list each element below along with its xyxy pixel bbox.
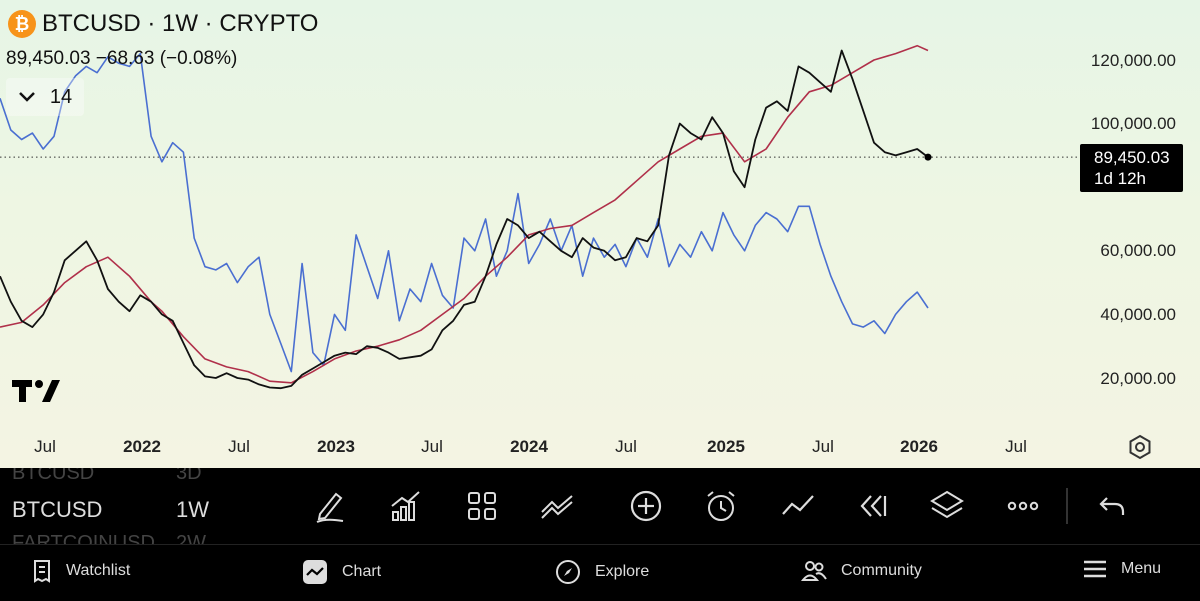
nav-watchlist[interactable]: Watchlist xyxy=(32,559,130,583)
x-tick-label: 2024 xyxy=(510,437,548,456)
chart-settings-icon[interactable] xyxy=(1127,434,1153,460)
series-line-indicator-blue xyxy=(0,52,929,373)
y-tick-label: 100,000.00 xyxy=(1091,114,1176,133)
x-tick-label: Jul xyxy=(1005,437,1027,456)
ghost-timeframe-prev[interactable]: 3D xyxy=(176,468,202,484)
nav-menu[interactable]: Menu xyxy=(1083,559,1161,579)
alarm-clock-icon[interactable] xyxy=(703,488,739,524)
y-tick-label: 20,000.00 xyxy=(1100,369,1176,388)
hamburger-menu-icon xyxy=(1084,560,1106,578)
series-line-indicator-red xyxy=(0,44,929,384)
series-line-price xyxy=(0,49,929,390)
y-tick-label: 60,000.00 xyxy=(1100,241,1176,260)
x-tick-label: Jul xyxy=(615,437,637,456)
more-icon[interactable] xyxy=(1005,488,1041,524)
compass-icon xyxy=(556,560,580,584)
last-price-label: 89,450.03 1d 12h xyxy=(1080,144,1183,192)
pencil-icon[interactable] xyxy=(312,488,348,524)
symbol-title: BTCUSD · 1W · CRYPTO xyxy=(42,10,319,37)
last-price-dot xyxy=(924,153,932,161)
replay-icon[interactable] xyxy=(855,488,891,524)
ghost-symbol-prev[interactable]: BTCUSD xyxy=(12,468,95,484)
nav-community[interactable]: Community xyxy=(801,559,922,583)
nav-watchlist-label: Watchlist xyxy=(66,562,131,579)
chart-type-line-icon[interactable] xyxy=(780,488,816,524)
bar-countdown: 1d 12h xyxy=(1094,169,1146,188)
symbol-selector[interactable]: BTCUSD xyxy=(12,497,103,522)
tradingview-logo xyxy=(12,380,60,402)
x-tick-label: Jul xyxy=(228,437,250,456)
nav-community-label: Community xyxy=(841,562,922,579)
community-icon xyxy=(801,561,827,581)
y-tick-label: 120,000.00 xyxy=(1091,51,1176,70)
nav-chart[interactable]: Chart xyxy=(302,559,381,585)
y-tick-label: 40,000.00 xyxy=(1100,305,1176,324)
price-chart[interactable]: 120,000.00 100,000.00 60,000.00 40,000.00 20… xyxy=(0,0,1200,468)
x-tick-label: Jul xyxy=(812,437,834,456)
undo-icon[interactable] xyxy=(1095,488,1131,524)
indicator-count: 14 xyxy=(49,85,73,108)
chevron-down-icon xyxy=(18,92,35,102)
symbol-header[interactable]: ₿ BTCUSD · 1W · CRYPTO xyxy=(8,10,318,38)
chart-nav-icon xyxy=(303,560,327,584)
last-price-value: 89,450.03 xyxy=(1094,148,1170,167)
templates-grid-icon[interactable] xyxy=(464,488,500,524)
x-tick-label: 2022 xyxy=(123,437,161,456)
compare-icon[interactable] xyxy=(540,488,576,524)
bitcoin-icon: ₿ xyxy=(8,10,36,38)
ghost-timeframe-next[interactable]: 2W xyxy=(176,532,206,544)
x-tick-label: Jul xyxy=(34,437,56,456)
nav-chart-label: Chart xyxy=(342,563,382,580)
layers-icon[interactable] xyxy=(929,488,965,524)
indicators-icon[interactable] xyxy=(388,488,424,524)
nav-explore[interactable]: Explore xyxy=(555,559,649,585)
chart-area[interactable]: 120,000.00 100,000.00 60,000.00 40,000.00 20… xyxy=(0,0,1200,468)
timeframe-selector[interactable]: 1W xyxy=(176,497,209,522)
watchlist-icon xyxy=(34,560,50,583)
toolbar-divider xyxy=(1066,488,1068,524)
bottom-navigation: Watchlist Chart Explore Community Menu xyxy=(0,544,1200,601)
nav-menu-label: Menu xyxy=(1121,560,1162,577)
x-tick-label: 2026 xyxy=(900,437,938,456)
drawing-toolbar: BTCUSD 3D BTCUSD 1W FARTCOINUSD 2W xyxy=(0,468,1200,544)
indicator-toggle[interactable]: 14 xyxy=(6,78,84,116)
x-tick-label: 2025 xyxy=(707,437,745,456)
x-tick-label: Jul xyxy=(421,437,443,456)
add-icon[interactable] xyxy=(628,488,664,524)
price-quote: 89,450.03 −68.63 (−0.08%) xyxy=(6,48,238,69)
x-tick-label: 2023 xyxy=(317,437,355,456)
ghost-symbol-next[interactable]: FARTCOINUSD xyxy=(12,532,155,544)
nav-explore-label: Explore xyxy=(595,563,650,580)
